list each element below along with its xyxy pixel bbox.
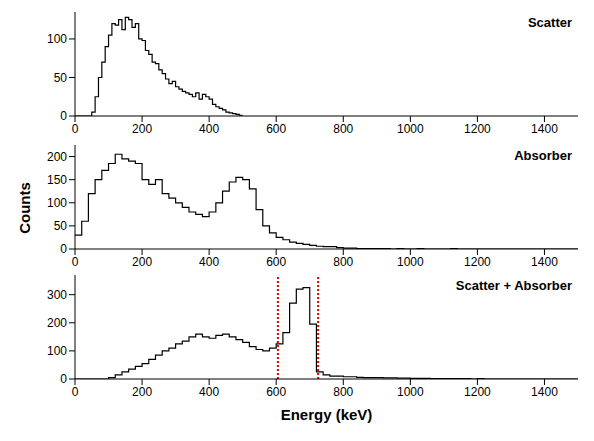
svg-text:1200: 1200 <box>464 385 491 399</box>
svg-text:1000: 1000 <box>397 122 424 136</box>
svg-text:0: 0 <box>60 372 67 386</box>
svg-text:600: 600 <box>266 255 286 269</box>
svg-text:800: 800 <box>333 385 353 399</box>
html-text:Counts: Counts <box>15 182 33 234</box>
svg-text:800: 800 <box>333 122 353 136</box>
svg-text:100: 100 <box>47 32 67 46</box>
svg-text:50: 50 <box>54 219 68 233</box>
svg-text:1400: 1400 <box>531 122 558 136</box>
svg-text:1400: 1400 <box>531 385 558 399</box>
svg-text:0: 0 <box>72 385 79 399</box>
svg-text:100: 100 <box>47 196 67 210</box>
html-text:Absorber: Absorber <box>514 148 572 163</box>
svg-text:200: 200 <box>47 150 67 164</box>
html-text:Scatter: Scatter <box>527 15 572 30</box>
svg-text:100: 100 <box>47 344 67 358</box>
svg-text:400: 400 <box>199 385 219 399</box>
svg-text:0: 0 <box>60 242 67 256</box>
svg-text:50: 50 <box>54 71 68 85</box>
html-text:Energy (keV): Energy (keV) <box>280 406 373 423</box>
svg-text:200: 200 <box>47 316 67 330</box>
svg-text:600: 600 <box>266 385 286 399</box>
svg-text:150: 150 <box>47 173 67 187</box>
svg-text:800: 800 <box>333 255 353 269</box>
svg-text:0: 0 <box>72 255 79 269</box>
svg-text:1000: 1000 <box>397 255 424 269</box>
svg-text:200: 200 <box>132 255 152 269</box>
svg-text:200: 200 <box>132 122 152 136</box>
svg-text:400: 400 <box>199 255 219 269</box>
svg-text:300: 300 <box>47 288 67 302</box>
svg-text:1000: 1000 <box>397 385 424 399</box>
svg-text:1200: 1200 <box>464 255 491 269</box>
svg-text:1400: 1400 <box>531 255 558 269</box>
svg-text:200: 200 <box>132 385 152 399</box>
svg-text:400: 400 <box>199 122 219 136</box>
svg-text:0: 0 <box>72 122 79 136</box>
svg-text:600: 600 <box>266 122 286 136</box>
svg-text:0: 0 <box>60 109 67 123</box>
html-text:Scatter + Absorber: Scatter + Absorber <box>455 278 572 293</box>
svg-text:1200: 1200 <box>464 122 491 136</box>
